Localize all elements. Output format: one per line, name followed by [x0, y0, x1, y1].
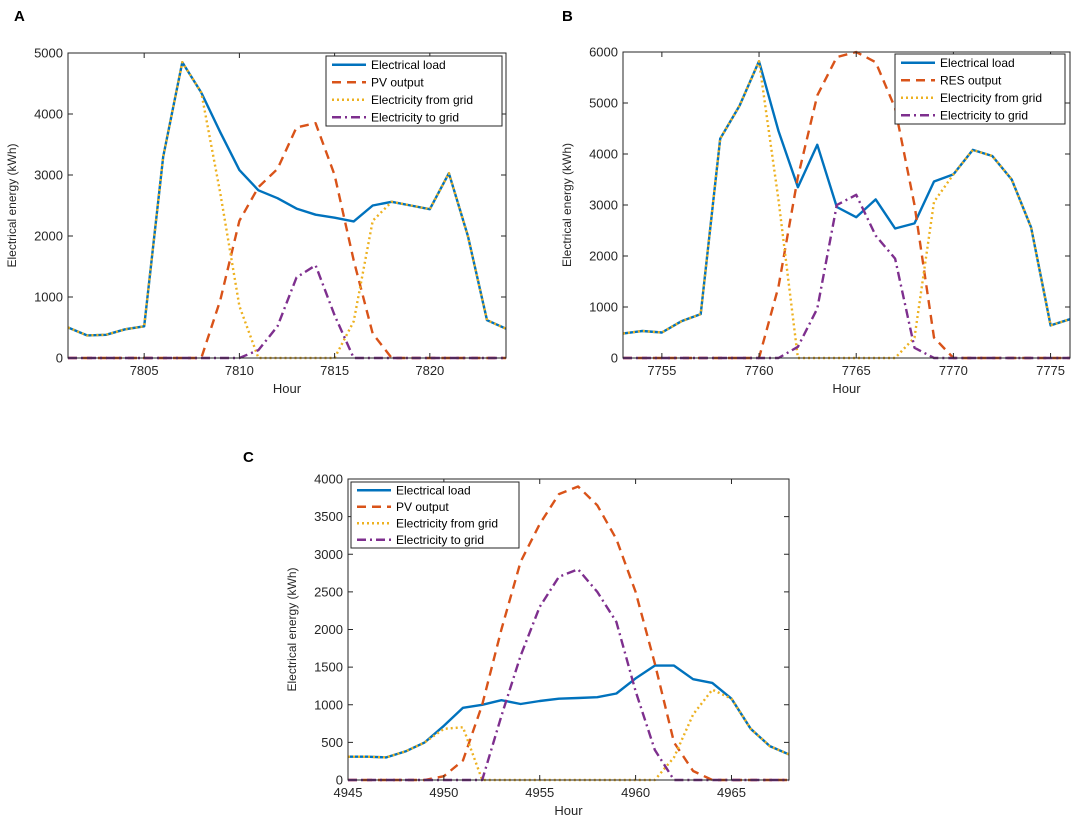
y-tick-label-c: 2000 [314, 622, 343, 637]
legend-a: Electrical load PV output Electricity from… [325, 55, 503, 127]
series-line-electricity-from-grid-c [348, 688, 789, 782]
legend-box-a [325, 55, 503, 127]
x-tick-label-b: 7765 [842, 363, 871, 378]
x-axis-label-b: Hour [832, 381, 861, 396]
x-tick-label-c: 4950 [429, 785, 458, 800]
y-tick-label-b: 5000 [589, 96, 618, 111]
y-tick-label-c: 1000 [314, 697, 343, 712]
x-tick-label-b: 7755 [647, 363, 676, 378]
y-tick-label-b: 6000 [589, 45, 618, 60]
series-line-electricity-to-grid-b [623, 193, 1070, 360]
legend-label-electricity-to-grid-b: Electricity to grid [940, 108, 1028, 122]
x-tick-label-a: 7820 [415, 363, 444, 378]
y-tick-label-a: 0 [56, 351, 63, 366]
x-tick-label-c: 4955 [525, 785, 554, 800]
y-tick-label-a: 2000 [34, 229, 63, 244]
x-tick-label-a: 7805 [130, 363, 159, 378]
legend-label-electrical-load-a: Electrical load [371, 58, 446, 72]
y-tick-label-b: 4000 [589, 147, 618, 162]
y-tick-label-a: 1000 [34, 290, 63, 305]
y-tick-label-c: 3000 [314, 547, 343, 562]
legend-label-electricity-from-grid-b: Electricity from grid [940, 91, 1042, 105]
x-tick-label-c: 4960 [621, 785, 650, 800]
y-tick-label-b: 0 [611, 351, 618, 366]
x-tick-label-c: 4945 [334, 785, 363, 800]
legend-box-c [350, 481, 520, 549]
legend-label-electrical-load-b: Electrical load [940, 56, 1015, 70]
y-tick-label-c: 3500 [314, 509, 343, 524]
x-tick-label-b: 7775 [1036, 363, 1065, 378]
x-tick-label-c: 4965 [717, 785, 746, 800]
legend-label-electricity-from-grid-a: Electricity from grid [371, 93, 473, 107]
series-line-electricity-from-grid-a [68, 61, 506, 360]
x-tick-label-a: 7815 [320, 363, 349, 378]
y-tick-label-c: 500 [321, 735, 343, 750]
y-axis-label-b: Electrical energy (kWh) [560, 143, 574, 267]
axes-box-a [67, 52, 507, 359]
x-axis-label-c: Hour [554, 803, 583, 818]
legend-label-electricity-to-grid-c: Electricity to grid [396, 533, 484, 547]
legend-label-pv-output-a: PV output [371, 75, 424, 89]
y-tick-label-a: 3000 [34, 168, 63, 183]
legend-label-pv-output-c: PV output [396, 500, 449, 514]
y-tick-label-b: 2000 [589, 249, 618, 264]
x-axis-label-a: Hour [273, 381, 302, 396]
y-tick-label-c: 2500 [314, 584, 343, 599]
panel-letter-a: A [14, 8, 25, 25]
y-tick-label-c: 1500 [314, 660, 343, 675]
panel-letter-b: B [562, 8, 573, 25]
legend-label-res-output-b: RES output [940, 73, 1002, 87]
legend-label-electrical-load-c: Electrical load [396, 483, 471, 497]
y-tick-label-a: 5000 [34, 46, 63, 61]
legend-label-electricity-to-grid-a: Electricity to grid [371, 110, 459, 124]
series-line-electrical-load-b [623, 60, 1070, 335]
legend-label-electricity-from-grid-c: Electricity from grid [396, 516, 498, 530]
legend-b: Electrical load RES output Electricity fro… [894, 53, 1066, 125]
y-axis-label-a: Electrical energy (kWh) [5, 143, 19, 267]
y-axis-label-c: Electrical energy (kWh) [285, 567, 299, 691]
x-tick-label-b: 7760 [745, 363, 774, 378]
y-tick-label-c: 4000 [314, 472, 343, 487]
y-tick-label-a: 4000 [34, 107, 63, 122]
y-tick-label-b: 1000 [589, 300, 618, 315]
panel-letter-c: C [243, 449, 254, 466]
x-tick-label-b: 7770 [939, 363, 968, 378]
legend-c: Electrical load PV output Electricity from… [350, 481, 520, 549]
y-tick-label-b: 3000 [589, 198, 618, 213]
y-tick-label-c: 0 [336, 773, 343, 788]
legend-box-b [894, 53, 1066, 125]
x-tick-label-a: 7810 [225, 363, 254, 378]
